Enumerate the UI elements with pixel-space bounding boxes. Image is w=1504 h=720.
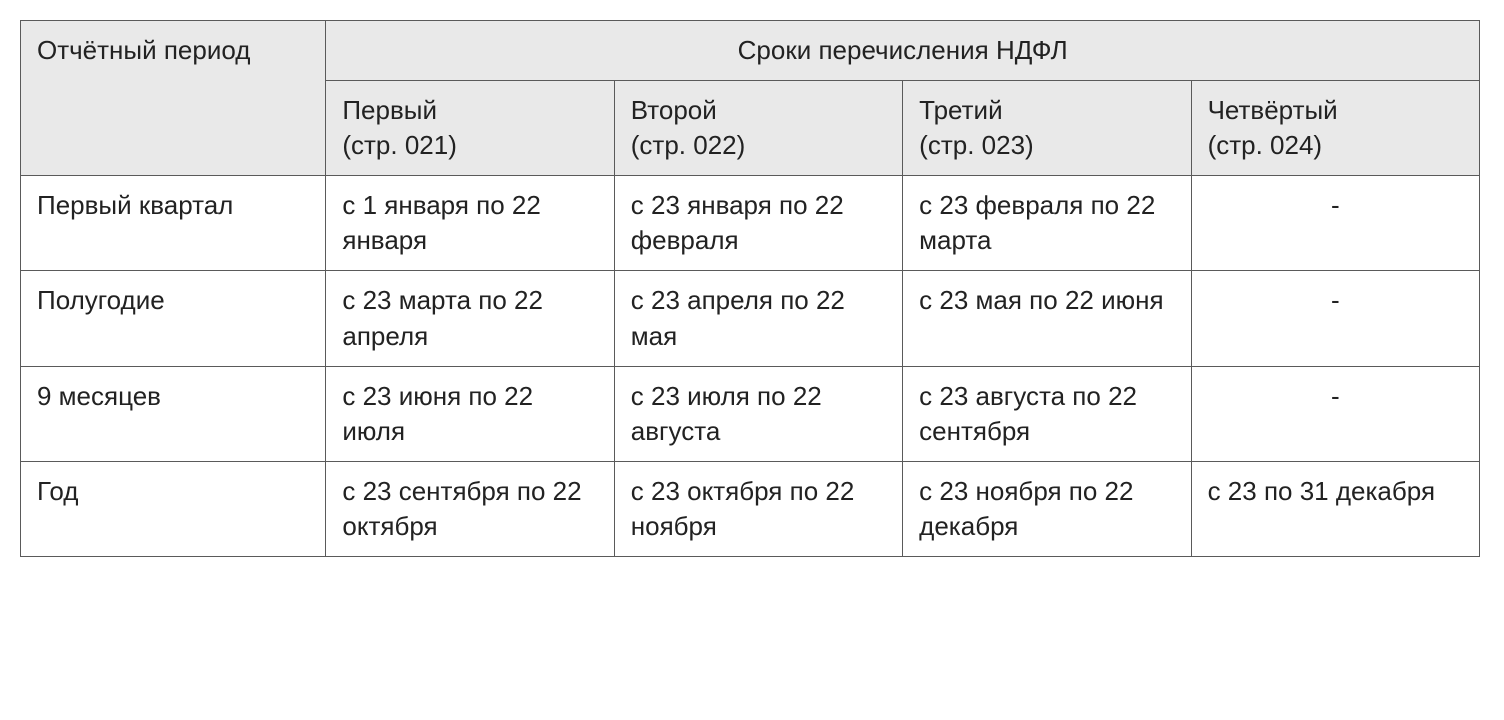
header-col2-line2: (стр. 022)	[631, 130, 746, 160]
header-col4-line2: (стр. 024)	[1208, 130, 1323, 160]
cell-c1: с 23 июня по 22 июля	[326, 366, 614, 461]
cell-c4: -	[1191, 271, 1479, 366]
cell-c1: с 23 сентября по 22 октября	[326, 461, 614, 556]
cell-c3: с 23 февраля по 22 марта	[903, 176, 1191, 271]
header-col2: Второй (стр. 022)	[614, 81, 902, 176]
cell-period: 9 месяцев	[21, 366, 326, 461]
table-body: Первый квартал с 1 января по 22 января с…	[21, 176, 1480, 557]
header-col3-line1: Третий	[919, 95, 1002, 125]
cell-c4: с 23 по 31 декабря	[1191, 461, 1479, 556]
cell-c3: с 23 августа по 22 сентября	[903, 366, 1191, 461]
cell-c1: с 1 января по 22 января	[326, 176, 614, 271]
cell-c2: с 23 октября по 22 ноября	[614, 461, 902, 556]
table-row: Первый квартал с 1 января по 22 января с…	[21, 176, 1480, 271]
table-row: 9 месяцев с 23 июня по 22 июля с 23 июля…	[21, 366, 1480, 461]
ndfl-deadlines-table: Отчётный период Сроки перечисления НДФЛ …	[20, 20, 1480, 557]
header-col1: Первый (стр. 021)	[326, 81, 614, 176]
cell-c1: с 23 марта по 22 апреля	[326, 271, 614, 366]
header-col3: Третий (стр. 023)	[903, 81, 1191, 176]
cell-period: Первый квартал	[21, 176, 326, 271]
header-col4: Четвёртый (стр. 024)	[1191, 81, 1479, 176]
header-col3-line2: (стр. 023)	[919, 130, 1034, 160]
cell-c2: с 23 января по 22 февраля	[614, 176, 902, 271]
table-row: Год с 23 сентября по 22 октября с 23 окт…	[21, 461, 1480, 556]
header-col1-line2: (стр. 021)	[342, 130, 457, 160]
header-period: Отчётный период	[21, 21, 326, 176]
cell-c4: -	[1191, 176, 1479, 271]
cell-c3: с 23 мая по 22 июня	[903, 271, 1191, 366]
cell-c2: с 23 июля по 22 августа	[614, 366, 902, 461]
cell-period: Год	[21, 461, 326, 556]
header-group: Сроки перечисления НДФЛ	[326, 21, 1480, 81]
cell-c4: -	[1191, 366, 1479, 461]
table-row: Полугодие с 23 марта по 22 апреля с 23 а…	[21, 271, 1480, 366]
header-col4-line1: Четвёртый	[1208, 95, 1338, 125]
cell-c3: с 23 ноября по 22 декабря	[903, 461, 1191, 556]
cell-period: Полугодие	[21, 271, 326, 366]
header-col1-line1: Первый	[342, 95, 437, 125]
header-col2-line1: Второй	[631, 95, 717, 125]
cell-c2: с 23 апреля по 22 мая	[614, 271, 902, 366]
